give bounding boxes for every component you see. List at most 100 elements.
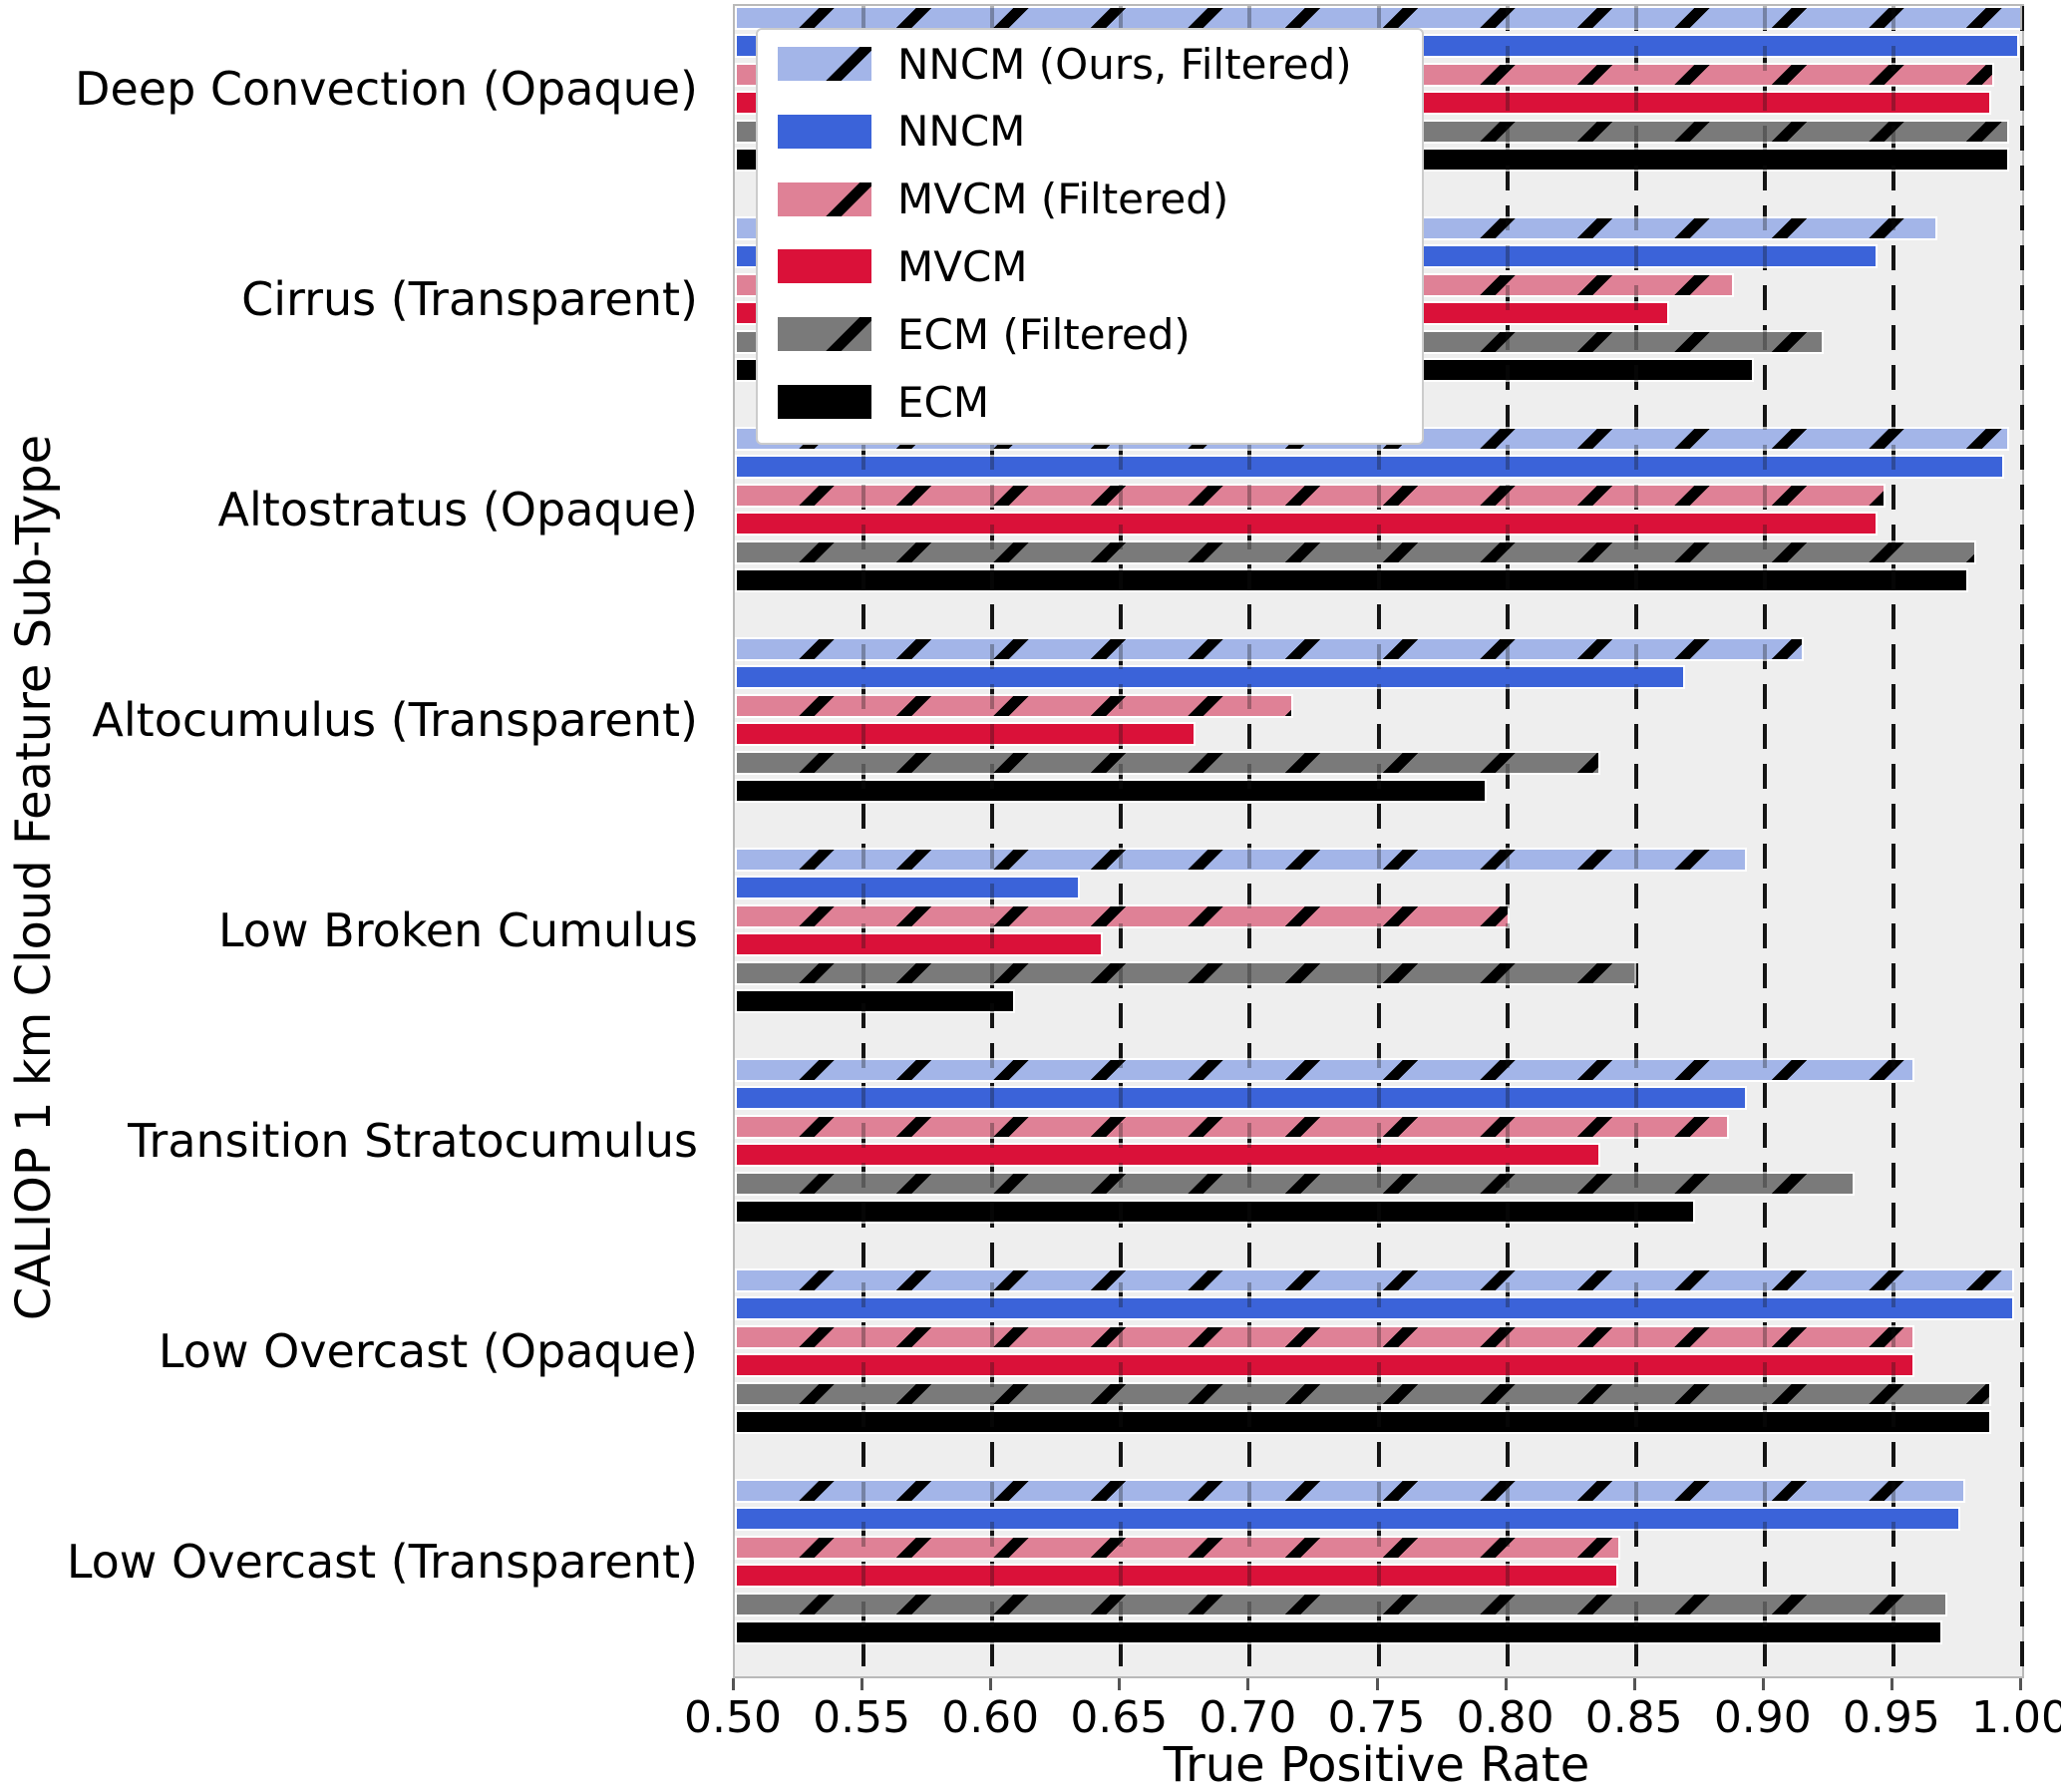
bar — [735, 1564, 1618, 1589]
bar — [735, 665, 1685, 690]
x-tick-mark — [2019, 1678, 2022, 1690]
bar — [735, 779, 1487, 803]
category-label: Cirrus (Transparent) — [241, 272, 698, 326]
grid-line-overlay — [1762, 6, 1767, 1676]
grid-line — [1633, 6, 1638, 1676]
x-tick-label: 0.75 — [1327, 1692, 1426, 1743]
grid-line — [1119, 6, 1124, 1676]
bar — [735, 1353, 1914, 1378]
legend-label: NNCM — [897, 107, 1026, 157]
bar — [735, 722, 1197, 747]
bar — [735, 483, 1887, 508]
bar — [735, 932, 1104, 957]
legend-item: MVCM — [778, 240, 1414, 292]
grid-line — [1247, 6, 1252, 1676]
legend-item: MVCM (Filtered) — [778, 174, 1414, 225]
bar — [735, 637, 1804, 661]
bar — [735, 1620, 1942, 1644]
x-tick-label: 0.70 — [1199, 1692, 1297, 1743]
grid-line — [1376, 6, 1381, 1676]
x-tick-mark — [1504, 1678, 1508, 1690]
legend-item: NNCM (Ours, Filtered) — [778, 38, 1414, 90]
bar — [735, 876, 1080, 900]
x-tick-label: 0.65 — [1070, 1692, 1169, 1743]
grid-line — [2020, 6, 2024, 1676]
grid-line — [1505, 6, 1510, 1676]
bar — [735, 1171, 1856, 1196]
x-tick-mark — [1118, 1678, 1122, 1690]
grid-line — [1762, 6, 1767, 1676]
x-tick-mark — [1761, 1678, 1765, 1690]
category-label: Altostratus (Opaque) — [217, 483, 698, 537]
bar — [735, 1507, 1961, 1532]
bar — [735, 1324, 1914, 1349]
x-tick-label: 1.00 — [1971, 1692, 2061, 1743]
grid-line-overlay — [2020, 6, 2024, 1676]
bar — [735, 1479, 1966, 1503]
bar — [735, 1268, 2015, 1292]
x-tick-mark — [989, 1678, 993, 1690]
grid-line-overlay — [1119, 6, 1124, 1676]
bar — [735, 693, 1294, 718]
grid-line-overlay — [990, 6, 995, 1676]
x-tick-label: 0.85 — [1584, 1692, 1683, 1743]
bar — [735, 512, 1879, 537]
bar — [735, 848, 1747, 872]
x-tick-label: 0.90 — [1713, 1692, 1812, 1743]
legend-label: ECM (Filtered) — [897, 309, 1191, 359]
bar — [735, 750, 1600, 775]
x-tick-label: 0.60 — [941, 1692, 1040, 1743]
bar — [735, 1535, 1621, 1560]
legend-label: MVCM (Filtered) — [897, 175, 1229, 224]
legend-swatch — [778, 385, 871, 419]
bar — [735, 989, 1016, 1013]
grid-line-overlay — [1505, 6, 1510, 1676]
grid-line-overlay — [1890, 6, 1895, 1676]
bar — [735, 1296, 2015, 1321]
bar — [735, 903, 1511, 928]
x-tick-label: 0.95 — [1842, 1692, 1940, 1743]
x-tick-mark — [732, 1678, 735, 1690]
category-label: Deep Convection (Opaque) — [75, 62, 698, 116]
x-tick-mark — [1375, 1678, 1379, 1690]
bar — [735, 455, 2004, 480]
x-axis-title: True Positive Rate — [1163, 1737, 1590, 1792]
x-tick-label: 0.50 — [684, 1692, 782, 1743]
category-label: Low Broken Cumulus — [217, 903, 698, 957]
category-label: Low Overcast (Opaque) — [158, 1324, 698, 1378]
bar — [735, 539, 1976, 564]
legend-label: NNCM (Ours, Filtered) — [897, 39, 1352, 89]
legend-swatch — [778, 317, 871, 352]
category-label: Transition Stratocumulus — [128, 1114, 698, 1168]
legend-swatch — [778, 114, 871, 149]
legend-label: ECM — [897, 377, 990, 427]
bar — [735, 568, 1968, 592]
legend-label: MVCM — [897, 241, 1028, 291]
bar — [735, 1086, 1747, 1111]
legend-item: NNCM — [778, 106, 1414, 158]
x-tick-label: 0.55 — [813, 1692, 911, 1743]
bar — [735, 1592, 1948, 1616]
bar — [735, 1200, 1696, 1224]
x-tick-mark — [1246, 1678, 1250, 1690]
bar — [735, 1114, 1729, 1139]
x-tick-mark — [860, 1678, 864, 1690]
grid-line — [1890, 6, 1895, 1676]
bar — [735, 1143, 1600, 1168]
bar — [735, 960, 1636, 985]
x-tick-mark — [1632, 1678, 1636, 1690]
legend-item: ECM (Filtered) — [778, 308, 1414, 360]
bar — [735, 6, 2022, 30]
bar — [735, 1058, 1914, 1082]
grid-line — [990, 6, 995, 1676]
legend-swatch — [778, 47, 871, 81]
grid-line-overlay — [1247, 6, 1252, 1676]
legend-item: ECM — [778, 376, 1414, 428]
bar — [735, 1381, 1992, 1406]
legend: NNCM (Ours, Filtered) NNCM MVCM (Filtered)… — [756, 28, 1424, 445]
legend-swatch — [778, 181, 871, 216]
grid-line-overlay — [1633, 6, 1638, 1676]
x-tick-mark — [1889, 1678, 1893, 1690]
category-label: Low Overcast (Transparent) — [66, 1535, 698, 1589]
